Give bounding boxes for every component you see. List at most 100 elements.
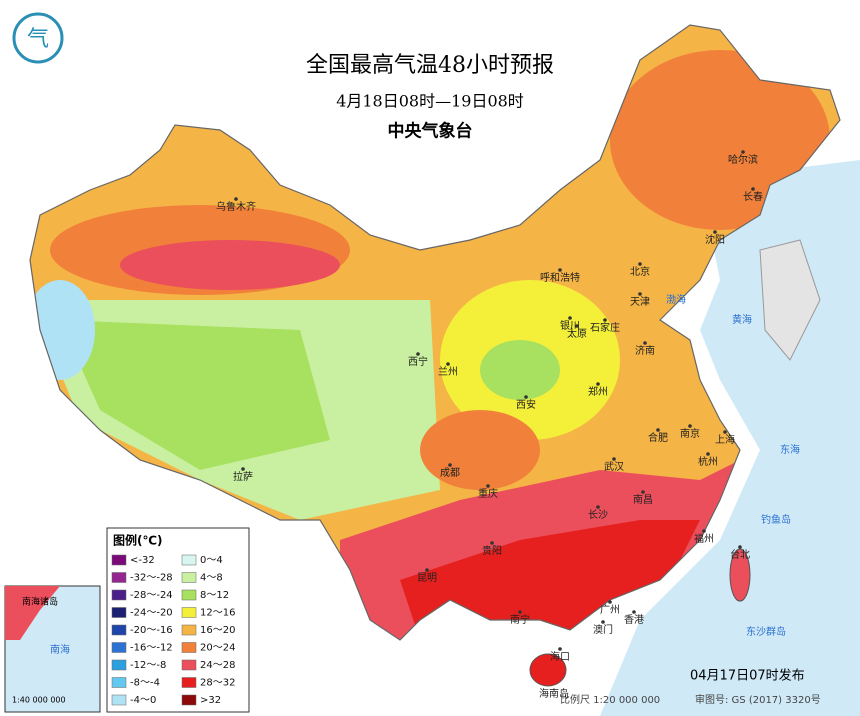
inset-title: 南海诸岛 <box>22 596 58 608</box>
taiwan <box>729 548 751 602</box>
legend-label: -32～-28 <box>130 573 173 584</box>
legend-swatch <box>181 607 197 618</box>
city-label: 济南 <box>635 344 655 357</box>
city-label: 南昌 <box>633 493 653 506</box>
logo <box>12 12 64 64</box>
legend-swatch <box>111 694 127 706</box>
city-label: 杭州 <box>698 455 718 468</box>
legend-swatch <box>111 589 127 601</box>
legend-swatch <box>181 589 197 601</box>
city-label: 贵阳 <box>482 544 502 557</box>
band <box>480 340 560 400</box>
legend-box <box>106 527 250 713</box>
legend-label: 24～28 <box>200 660 235 671</box>
city-label: 南宁 <box>510 613 530 626</box>
city-dot <box>638 292 642 296</box>
agency: 中央气象台 <box>388 121 473 142</box>
legend-label: 16～20 <box>200 625 235 636</box>
city-label: 北京 <box>630 265 650 278</box>
city-dot <box>558 647 562 651</box>
legend-title: 图例(℃) <box>113 533 163 548</box>
legend-label: 28～32 <box>200 678 235 689</box>
legend-label: 12～16 <box>200 608 235 619</box>
city-label: 香港 <box>624 614 644 626</box>
legend-swatch <box>181 572 197 583</box>
city-label: 兰州 <box>438 365 458 378</box>
city-label: 长沙 <box>588 509 608 521</box>
city-dot <box>524 395 528 399</box>
city-label: 重庆 <box>478 487 498 500</box>
city-dot <box>234 197 238 201</box>
published: 04月17日07时发布 <box>690 668 805 684</box>
city-dot <box>713 230 717 234</box>
city-label: 哈尔滨 <box>728 153 758 166</box>
city-dot <box>751 187 755 191</box>
city-dot <box>603 318 607 322</box>
legend-swatch <box>181 694 197 706</box>
city-label: 合肥 <box>648 431 668 444</box>
city-dot <box>416 352 420 356</box>
legend-swatch <box>111 677 127 688</box>
legend-swatch <box>111 607 127 618</box>
map-scale: 比例尺 1:20 000 000 <box>560 693 660 706</box>
city-label: 成都 <box>440 467 460 479</box>
city-dot <box>596 382 600 386</box>
legend-label: -20～-16 <box>130 625 173 636</box>
sea-label: 东海 <box>780 443 800 456</box>
city-dot <box>643 341 647 345</box>
legend-label: 8～12 <box>200 590 229 601</box>
legend-swatch <box>181 642 197 653</box>
city-label: 长春 <box>743 191 763 203</box>
city-dot <box>608 600 612 604</box>
band <box>120 240 340 290</box>
legend-label: -28～-24 <box>130 590 173 601</box>
inset-land <box>5 586 60 640</box>
city-label: 广州 <box>600 604 620 616</box>
legend-label: >32 <box>200 695 221 706</box>
city-label: 澳门 <box>593 623 613 636</box>
island-label: 海南岛 <box>539 687 569 700</box>
city-dot <box>638 262 642 266</box>
city-label: 上海 <box>715 433 735 446</box>
legend-swatch <box>181 554 197 566</box>
legend-label: -24～-20 <box>130 608 173 619</box>
border <box>29 24 841 641</box>
band <box>420 410 540 490</box>
city-dot <box>688 424 692 428</box>
city-dot <box>558 268 562 272</box>
city-dot <box>656 428 660 432</box>
city-label: 台北 <box>730 548 750 561</box>
city-label: 福州 <box>694 532 714 545</box>
city-label: 石家庄 <box>590 321 620 334</box>
sea-label: 渤海 <box>666 293 686 306</box>
city-dot <box>632 610 636 614</box>
legend-swatch <box>111 554 127 566</box>
city-dot <box>425 568 429 572</box>
city-dot <box>490 541 494 545</box>
sea-label: 钓鱼岛 <box>761 513 791 526</box>
city-label: 武汉 <box>604 460 624 473</box>
city-dot <box>612 457 616 461</box>
legend-label: <-32 <box>130 555 155 566</box>
city-label: 呼和浩特 <box>540 272 580 284</box>
city-label: 郑州 <box>588 385 608 398</box>
city-label: 乌鲁木齐 <box>216 200 256 213</box>
sea-label: 东沙群岛 <box>746 625 786 638</box>
inset-sea: 南海 <box>50 643 70 656</box>
city-label: 海口 <box>550 650 570 663</box>
legend-label: -16～-12 <box>130 643 173 654</box>
city-label: 天津 <box>630 296 650 308</box>
legend-label: -4～0 <box>130 695 156 706</box>
city-dot <box>446 362 450 366</box>
city-dot <box>568 316 572 320</box>
legend-swatch <box>181 659 197 671</box>
sea-label: 黄海 <box>732 313 752 326</box>
city-dot <box>741 150 745 154</box>
city-dot <box>518 610 522 614</box>
city-label: 西宁 <box>408 355 428 368</box>
review-number: 审图号: GS (2017) 3320号 <box>695 693 821 706</box>
legend-label: -12～-8 <box>130 660 166 671</box>
inset-scale: 1:40 000 000 <box>12 696 66 705</box>
city-label: 南京 <box>680 427 700 440</box>
city-label: 拉萨 <box>233 470 253 483</box>
